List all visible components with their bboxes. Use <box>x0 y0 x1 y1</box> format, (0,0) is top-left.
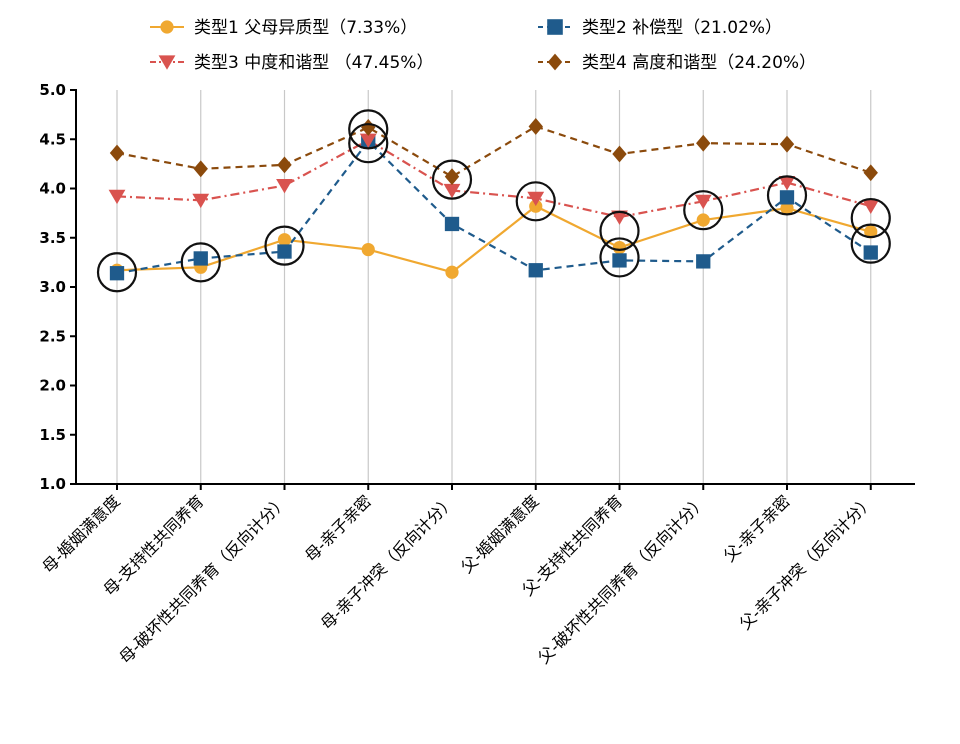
series-line-1 <box>116 204 872 274</box>
annotation-circle <box>683 190 724 231</box>
series-line-2 <box>116 139 872 275</box>
annotation-circle <box>431 159 473 200</box>
legend-label-4: 类型4 高度和谐型（24.20%） <box>582 53 816 73</box>
data-point-square <box>277 244 292 259</box>
data-point-diamond <box>547 53 563 71</box>
data-point-diamond <box>528 118 543 135</box>
data-point-triangle <box>158 55 176 70</box>
data-point-diamond <box>277 156 292 174</box>
data-point-triangle <box>359 133 377 149</box>
annotation-circle <box>264 225 305 266</box>
data-point-square <box>547 19 563 35</box>
legend: 类型1 父母异质型（7.33%） 类型2 补偿型（21.02%） 类型3 中度和谐型… <box>150 18 816 73</box>
x-tick-label: 母-亲子亲密 <box>301 491 375 565</box>
annotation-circle <box>96 252 138 293</box>
data-point-diamond <box>863 164 878 182</box>
data-point-diamond <box>779 135 795 153</box>
annotation-circle <box>180 242 221 283</box>
y-tick-label: 2.0 <box>39 377 66 395</box>
data-point-square <box>528 263 543 278</box>
data-point-diamond <box>612 145 627 163</box>
series-lines <box>116 125 872 275</box>
x-tick-label: 父-婚姻满意度 <box>457 491 542 576</box>
data-point-circle <box>780 201 794 215</box>
data-point-diamond <box>696 134 711 152</box>
data-point-circle <box>160 20 174 34</box>
data-point-triangle <box>694 194 712 210</box>
x-tick-label: 母-婚姻满意度 <box>38 491 123 576</box>
legend-label-3: 类型3 中度和谐型 （47.45%） <box>194 53 433 73</box>
data-point-circle <box>864 225 878 239</box>
annotation-circle <box>766 175 808 216</box>
data-point-circle <box>696 213 710 227</box>
y-tick-label: 5.0 <box>39 81 66 99</box>
series-line-4 <box>116 125 872 178</box>
data-point-diamond <box>361 119 376 136</box>
y-tick-label: 3.5 <box>39 229 66 247</box>
x-tick-label: 母-破坏性共同养育（反向计分） <box>115 491 291 667</box>
data-point-circle <box>529 199 543 213</box>
data-point-square <box>779 190 795 205</box>
y-tick-label: 1.0 <box>39 475 66 493</box>
legend-label-2: 类型2 补偿型（21.02%） <box>582 18 782 38</box>
axes: 1.0 1.5 2.0 2.5 3.0 3.5 4.0 4.5 5.0 <box>39 81 915 493</box>
y-tick-label: 4.5 <box>39 130 66 148</box>
data-point-square <box>696 254 711 269</box>
data-point-square <box>109 266 125 281</box>
vertical-grid <box>116 90 872 484</box>
data-point-circle <box>612 241 627 255</box>
x-tick-label: 父-亲子冲突（反向计分） <box>736 491 878 633</box>
data-point-triangle <box>192 193 210 209</box>
annotation-circle <box>515 181 556 222</box>
data-point-square <box>612 253 627 268</box>
legend-label-1: 类型1 父母异质型（7.33%） <box>194 18 417 38</box>
annotation-circle <box>850 223 891 264</box>
series-markers <box>108 118 880 281</box>
data-point-diamond <box>444 168 460 186</box>
series-line-3 <box>116 138 872 219</box>
x-tick-label: 母-亲子冲突（反向计分） <box>317 491 459 633</box>
data-point-circle <box>361 242 375 257</box>
annotation-circle <box>850 197 891 239</box>
annotation-circle <box>348 123 389 164</box>
data-point-square <box>444 216 460 232</box>
data-point-triangle <box>862 199 880 215</box>
y-tick-label: 1.5 <box>39 426 66 444</box>
data-point-circle <box>445 265 459 279</box>
y-tick-label: 3.0 <box>39 278 66 296</box>
data-point-triangle <box>108 189 126 205</box>
y-tick-label: 2.5 <box>39 327 66 345</box>
data-point-triangle <box>443 183 461 199</box>
annotation-circle <box>599 210 640 251</box>
data-point-square <box>193 251 208 266</box>
data-point-triangle <box>276 178 293 194</box>
data-point-circle <box>277 233 292 247</box>
annotation-circle <box>599 237 640 278</box>
data-point-square <box>863 245 878 260</box>
x-tick-label: 父-破坏性共同养育（反向计分） <box>534 491 710 667</box>
data-point-triangle <box>527 191 545 207</box>
data-point-triangle <box>611 210 628 225</box>
annotation-circles <box>96 109 891 293</box>
data-point-triangle <box>778 175 796 191</box>
data-point-diamond <box>109 144 125 162</box>
data-point-diamond <box>193 160 208 178</box>
y-tick-label: 4.0 <box>39 180 66 198</box>
x-tick-label: 父-亲子亲密 <box>720 491 794 565</box>
annotation-circle <box>348 109 389 150</box>
